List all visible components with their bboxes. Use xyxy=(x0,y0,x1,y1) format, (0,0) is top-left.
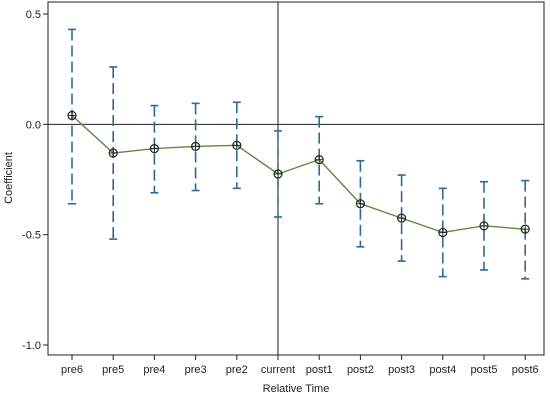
y-axis: 0.5 0.0 -0.5 -1.0 xyxy=(22,9,48,352)
y-tick-label: 0.5 xyxy=(26,9,41,21)
x-tick-label: post3 xyxy=(388,364,415,376)
data-point xyxy=(191,141,201,151)
confidence-intervals xyxy=(68,28,530,280)
coefficient-line xyxy=(71,114,526,234)
ci-bar xyxy=(356,159,365,248)
data-point xyxy=(355,199,365,209)
x-tick-label: post4 xyxy=(429,364,456,376)
y-axis-title: Coefficient xyxy=(3,152,15,204)
data-point xyxy=(397,213,407,223)
data-point xyxy=(149,144,159,154)
x-tick-label: post6 xyxy=(512,364,539,376)
y-tick-label: -0.5 xyxy=(22,230,41,242)
data-point xyxy=(520,224,530,234)
ci-bar xyxy=(480,180,488,271)
data-point xyxy=(273,169,283,179)
ci-bar xyxy=(397,174,406,262)
series-line xyxy=(71,114,526,234)
ci-bar xyxy=(274,130,282,218)
ci-bar xyxy=(150,104,159,194)
data-point xyxy=(67,110,77,121)
reference-lines xyxy=(48,2,544,355)
x-tick-label: post2 xyxy=(347,364,374,376)
x-tick-label: pre6 xyxy=(61,364,83,376)
x-tick-label: post5 xyxy=(471,364,498,376)
ci-bar xyxy=(232,101,241,190)
ci-bar xyxy=(315,115,324,205)
series-markers xyxy=(67,110,530,238)
x-tick-label: current xyxy=(261,364,295,376)
ci-bar xyxy=(191,102,200,192)
x-tick-label: pre4 xyxy=(143,364,165,376)
x-axis: pre6 pre5 pre4 pre3 pre2 current post1 post2 pos… xyxy=(61,355,539,376)
y-tick-label: -1.0 xyxy=(22,340,41,352)
plot-frame xyxy=(47,1,545,356)
data-point xyxy=(232,140,242,150)
y-tick-label: 0.0 xyxy=(26,119,41,131)
x-axis-title: Relative Time xyxy=(263,383,330,395)
data-point xyxy=(438,227,448,238)
x-tick-label: pre2 xyxy=(226,364,248,376)
x-tick-label: pre5 xyxy=(102,364,124,376)
data-point xyxy=(108,148,118,158)
x-tick-label: pre3 xyxy=(185,364,207,376)
x-tick-label: post1 xyxy=(306,364,333,376)
data-point xyxy=(314,155,324,165)
data-point xyxy=(479,221,489,231)
ci-bar xyxy=(438,187,447,278)
